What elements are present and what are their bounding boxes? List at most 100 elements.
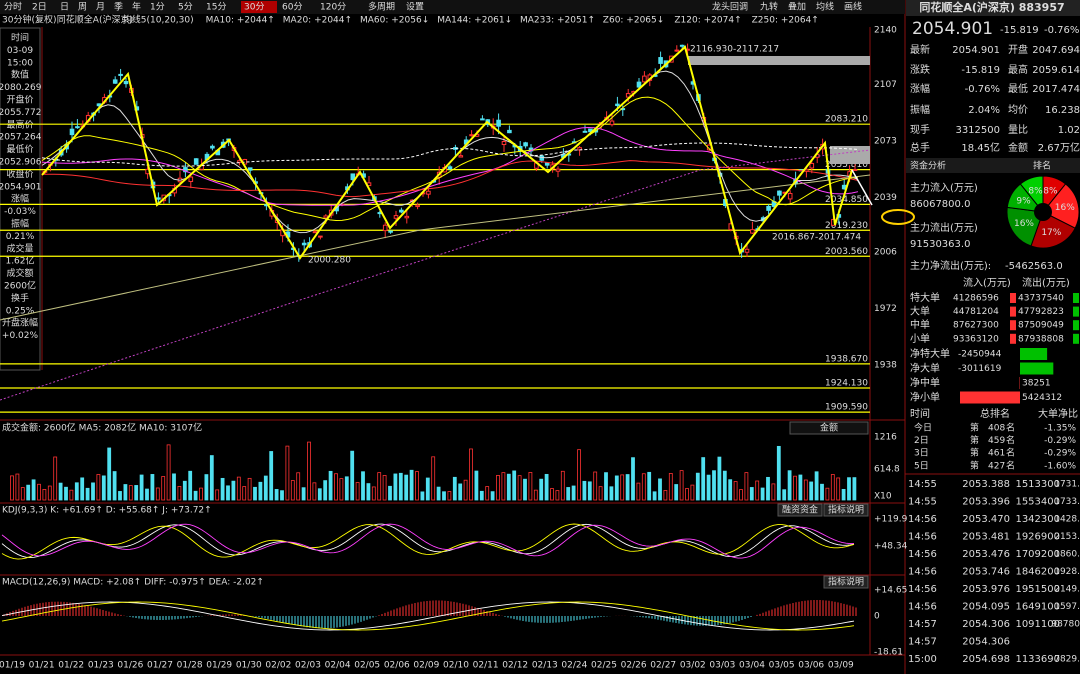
info-item: 最低价 [6,143,33,155]
volume-bar [620,474,625,501]
trend-line [0,174,871,321]
volume-bar [350,450,355,501]
indicator-button[interactable]: 指标说明 [828,576,864,588]
volume-bar [193,490,198,501]
info-box [0,27,41,371]
rank-period: 5日 [914,460,929,471]
volume-bar [15,473,20,501]
volume-bar [841,488,846,501]
dropdown [789,421,869,435]
volume-bar [550,488,554,501]
tab[interactable]: 多周期 [368,1,395,13]
tab[interactable]: 15分 [206,2,226,13]
volume-bar [204,474,209,501]
tick-volume: 1513300 [1015,479,1060,490]
quote-change: -15.819 [1000,25,1039,36]
volume-bar [69,489,74,501]
volume-bar [652,491,657,501]
ma-line [41,142,859,167]
tick-amount: 2149. [1054,585,1080,595]
indicator-button[interactable]: 融资资金 [782,504,818,516]
indicator-button[interactable]: 指标说明 [828,504,864,516]
level-label: 2083.210 [825,115,868,125]
tick-time: 14:56 [908,584,937,595]
info-item: -0.03% [4,207,36,217]
candle [112,79,118,84]
button-box [777,503,823,517]
quote-pct: -0.76% [1044,25,1079,36]
volume-bar [215,489,220,501]
tab[interactable]: 5分 [178,2,193,13]
tool-button[interactable]: 均线 [816,1,834,13]
candle [544,162,550,166]
volume-bar [344,476,349,501]
tick-volume: 1951500 [1015,584,1060,595]
tab[interactable]: 年 [132,1,141,13]
rank-pct: -1.35% [1044,424,1076,434]
volume-bar [814,471,819,501]
volume-bar [582,480,587,501]
info-item: 03-09 [7,46,33,56]
tool-button[interactable]: 画线 [844,1,862,13]
volume-bar [188,470,193,501]
quote-label: 最新 [910,43,930,56]
tab-bar [906,158,1080,173]
volume-bar [490,491,495,501]
volume-bar [474,470,479,501]
tab[interactable]: 月 [96,2,105,13]
quote-label: 振幅 [910,103,930,116]
net-value: 5424312 [1022,393,1062,403]
fund-tab[interactable]: 排名 [1033,160,1051,172]
date-label: 02/05 [354,661,380,671]
tab[interactable]: 60分 [282,2,302,13]
volume-bar [787,470,792,501]
tick-volume: 1709200 [1015,549,1060,560]
candle [399,209,404,213]
date-label: 03/06 [798,661,824,671]
tab[interactable]: 分时 [4,1,22,13]
volume-bar [91,482,95,501]
dropdown-label: 金额 [820,422,838,434]
info-item: 2055.772 [0,108,41,118]
info-item: 15:00 [7,58,33,68]
volume-bar [749,487,754,501]
tab[interactable]: 30分 [244,2,264,13]
tab[interactable]: 1分 [150,2,165,13]
tool-button[interactable]: 龙头回调 [712,1,748,13]
volume-bar [625,474,630,501]
volume-bar [798,474,803,501]
flow-in: 44781204 [953,307,999,317]
volume-bar [658,478,662,501]
candle [766,205,771,211]
pie-slice [1042,183,1080,229]
kdj-line [1,523,855,558]
pie-label: 16% [1014,219,1034,229]
quote-header [906,0,1080,16]
kdj-line [1,523,855,560]
tick-volume: 1649100 [1015,602,1060,613]
tool-button[interactable]: 九转 [760,1,778,13]
volume-bar [512,470,517,501]
level-label: 1909.590 [825,403,868,413]
tool-button[interactable]: 叠加 [788,2,806,13]
volume-bar [420,491,425,501]
tab[interactable]: 季 [114,1,123,13]
date-label: 03/05 [769,661,795,671]
candle [183,167,188,173]
tab[interactable]: 120分 [320,2,346,13]
volume-bar [587,481,592,501]
candle [469,134,474,137]
tab[interactable]: 周 [78,2,87,13]
tab[interactable]: 2日 [32,2,47,13]
volume-bar [382,475,387,501]
fund-label: 主力净流出(万元): [910,259,991,272]
ma-legend: MA233: +2051↑ [520,16,595,26]
rank-text: 第 [970,459,979,471]
tab[interactable]: 设置 [406,2,424,13]
fund-tab[interactable]: 资金分析 [910,160,946,172]
volume-bar [398,472,403,501]
volume-bar [501,472,506,501]
volume-bar [74,482,79,501]
tab[interactable]: 日 [60,2,69,13]
date-label: 03/02 [680,661,706,671]
